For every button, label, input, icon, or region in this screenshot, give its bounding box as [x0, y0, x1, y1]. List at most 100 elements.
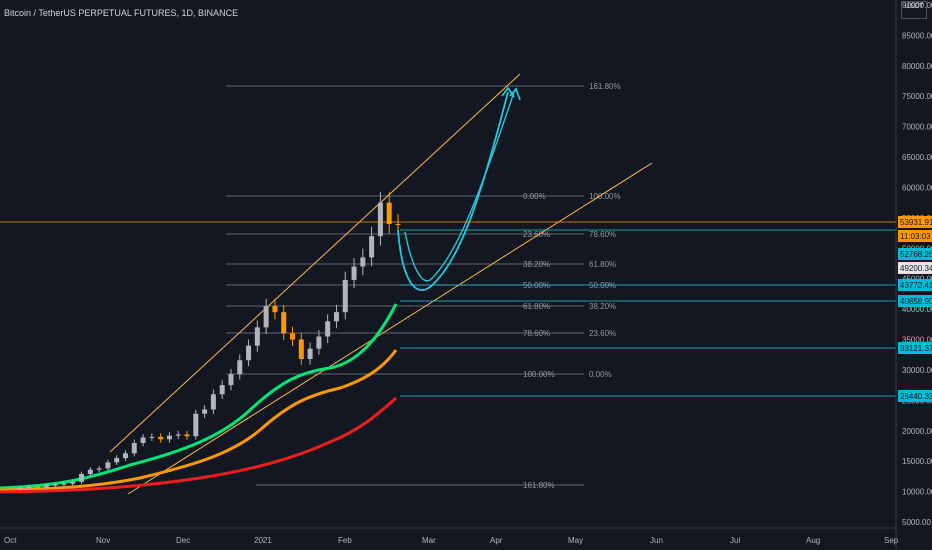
candle-body — [342, 279, 348, 313]
price-tag-bg — [898, 390, 932, 402]
price-tag-label: 33121.37 — [900, 344, 932, 353]
candle-body — [316, 336, 322, 349]
fib-label-left: 78.60% — [523, 329, 550, 338]
candle-body — [360, 257, 366, 267]
projection-arrowhead — [501, 86, 521, 101]
candle-body — [114, 458, 120, 463]
candle-body — [377, 202, 383, 237]
x-tick-label: Feb — [338, 536, 352, 545]
fib-label-left: 50.00% — [523, 281, 550, 290]
candle-body — [307, 348, 313, 359]
y-tick-label: 70000.00 — [902, 123, 932, 132]
price-tag-label: 11:03:03 — [900, 232, 931, 241]
candle-body — [210, 394, 216, 410]
price-tag-bg — [898, 230, 932, 242]
candle-body — [246, 345, 252, 361]
candle-body — [184, 434, 190, 437]
x-tick-label: Dec — [176, 536, 190, 545]
x-tick-label: Nov — [96, 536, 110, 545]
candle-body — [87, 469, 93, 474]
y-tick-label: 85000.00 — [902, 31, 932, 40]
y-tick-label-top: 90000.00 — [902, 1, 932, 10]
fib-label-right: 161.80% — [589, 82, 621, 91]
projection-path-inner — [404, 91, 515, 282]
y-tick-label: 60000.00 — [902, 183, 932, 192]
channel-upper-line — [109, 73, 521, 453]
moving-averages — [0, 303, 398, 494]
price-tag-label: 40858.90 — [900, 297, 932, 306]
x-tick-label: Apr — [490, 536, 503, 545]
price-tag-label: 52768.26 — [900, 250, 932, 259]
candle-body — [43, 485, 49, 488]
price-tag-bg — [898, 262, 932, 274]
candle-body — [333, 312, 339, 322]
y-axis: 5000.0010000.0015000.0020000.0025000.003… — [895, 0, 932, 550]
candle-body — [219, 385, 225, 395]
price-tag-bg — [898, 216, 932, 228]
x-axis: Oct Nov Dec 2021 Feb Mar Apr May Jun Jul Aug Sep — [0, 527, 899, 545]
candle-body — [26, 486, 32, 488]
price-tags: 53931.91 11:03:03 52768.26 49200.34 43772.41… — [898, 216, 932, 402]
candle-body — [281, 312, 287, 334]
channel-lower-line — [127, 162, 653, 495]
y-tick-label: 5000.00 — [902, 518, 931, 527]
fib-label-right: 100.00% — [589, 192, 621, 201]
fib-label-left: 161.80% — [523, 481, 555, 490]
price-channel — [109, 73, 653, 495]
price-tag-bg — [898, 342, 932, 354]
moving-average-line — [0, 396, 397, 494]
projection-path-outer — [397, 91, 509, 291]
fibonacci-levels: 161.80% 0.00% 100.00% 23.60% 78.60% 38.20% 61.… — [226, 82, 621, 490]
candle-body — [122, 453, 128, 459]
candle-body — [237, 360, 243, 375]
candle-body — [395, 223, 401, 225]
candle-body — [158, 436, 164, 440]
unit-label: USDT — [904, 3, 924, 10]
horizontal-levels — [0, 221, 896, 397]
price-tag-bg — [898, 295, 932, 307]
price-tag-bg — [898, 248, 932, 260]
candlestick-series — [17, 192, 401, 490]
currency-unit[interactable]: USDT — [901, 1, 927, 19]
candle-body — [17, 487, 23, 489]
fib-label-right: 50.00% — [589, 281, 616, 290]
price-tag: 25440.33 — [898, 390, 932, 402]
y-tick-label: 80000.00 — [902, 62, 932, 71]
candle-body — [263, 306, 269, 328]
candle-body — [70, 481, 76, 484]
price-tag: 33121.37 — [898, 342, 932, 354]
y-tick-label: 40000.00 — [902, 305, 932, 314]
candle-body — [351, 266, 357, 280]
candle-body — [96, 468, 102, 470]
fib-label-right: 78.60% — [589, 230, 616, 239]
x-tick-label: Jul — [730, 536, 740, 545]
candle-body — [52, 484, 58, 486]
y-tick-label: 35000.00 — [902, 336, 932, 345]
candle-body — [166, 435, 172, 440]
chart-title: Bitcoin / TetherUS PERPETUAL FUTURES, 1D… — [4, 8, 239, 18]
candle-body — [131, 442, 137, 454]
fib-label-left: 23.60% — [523, 230, 550, 239]
fib-label-left: 61.80% — [523, 302, 550, 311]
y-tick-label: 75000.00 — [902, 92, 932, 101]
candle-body — [149, 436, 155, 438]
price-tag-label: 49200.34 — [900, 264, 932, 273]
candle-body — [298, 339, 304, 359]
candle-body — [79, 473, 85, 482]
candle-body — [325, 321, 331, 337]
candle-body — [228, 374, 234, 386]
x-tick-label: Oct — [4, 536, 17, 545]
fib-label-left: 0.00% — [523, 192, 546, 201]
price-tag: 43772.41 — [898, 279, 932, 291]
x-tick-label: Aug — [806, 536, 820, 545]
y-tick-label: 10000.00 — [902, 488, 932, 497]
x-tick-label: Sep — [884, 536, 899, 545]
price-tag: 52768.26 — [898, 248, 932, 260]
candle-body — [369, 236, 375, 258]
price-tag-label: 25440.33 — [900, 392, 932, 401]
fib-label-right: 61.80% — [589, 260, 616, 269]
price-tag: 53931.91 — [898, 216, 932, 228]
fib-label-right: 38.20% — [589, 302, 616, 311]
fib-label-left: 38.20% — [523, 260, 550, 269]
